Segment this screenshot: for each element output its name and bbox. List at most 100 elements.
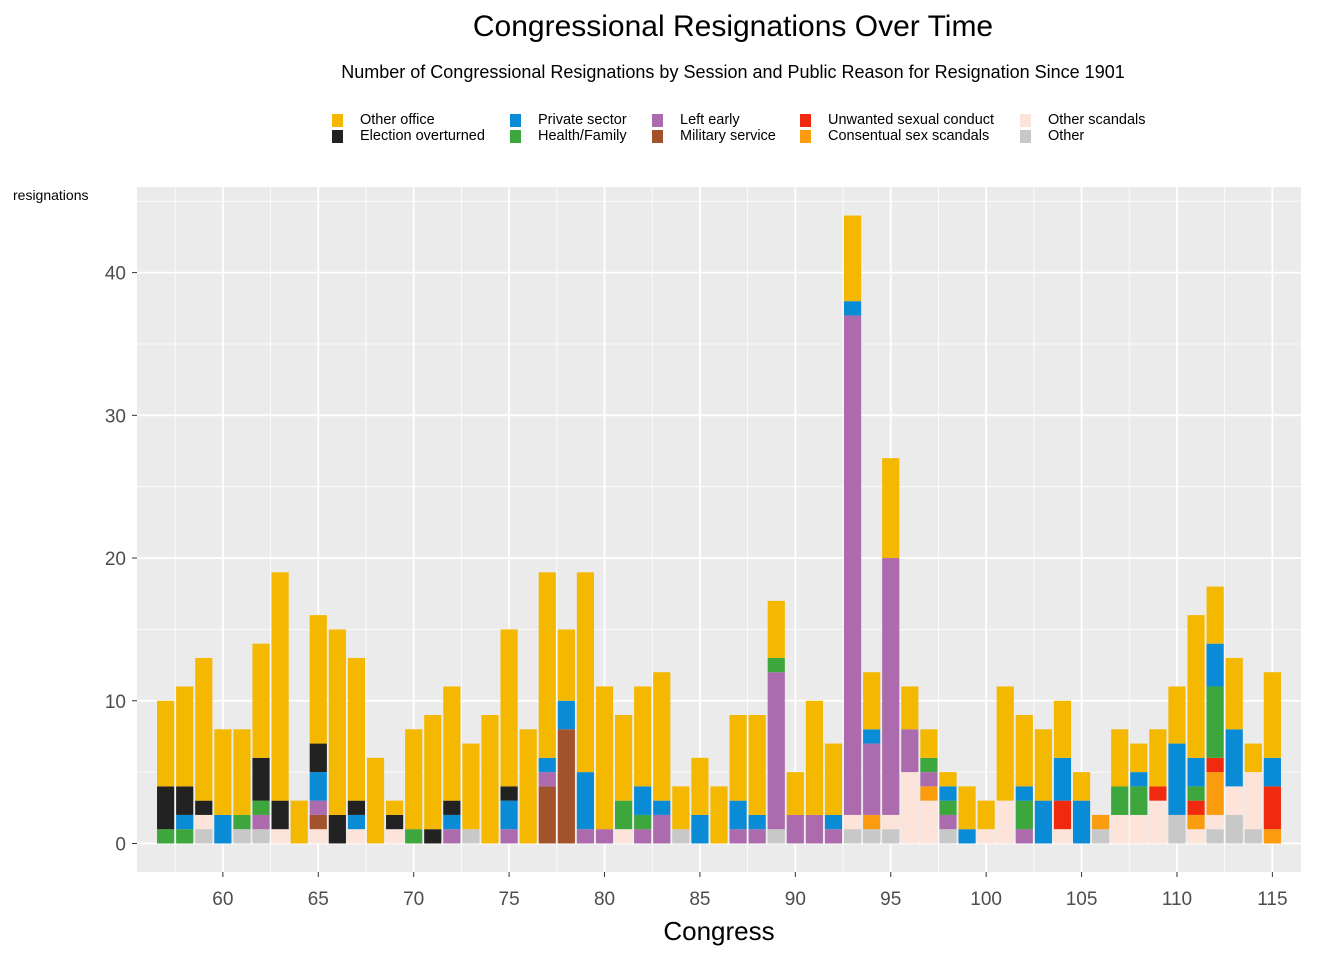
bar-segment	[634, 829, 652, 844]
legend-item: Left early	[652, 112, 740, 128]
bar-segment	[252, 643, 270, 758]
x-tick-label: 85	[689, 889, 710, 910]
bar-segment	[653, 800, 671, 815]
y-axis-label: resignations	[13, 187, 89, 203]
bar-segment	[1111, 814, 1129, 844]
bar-segment	[634, 814, 652, 830]
bar-segment	[882, 829, 900, 844]
bar-segment	[748, 814, 766, 830]
legend-swatch	[652, 129, 663, 143]
chart-subtitle: Number of Congressional Resignations by …	[341, 62, 1125, 82]
bar-segment	[996, 800, 1014, 844]
bar-segment	[1130, 786, 1148, 815]
bar-segment	[195, 800, 213, 815]
bar-segment	[1015, 786, 1033, 801]
bar-segment	[843, 301, 862, 316]
bar-segment	[824, 743, 843, 815]
bar-segment	[538, 572, 556, 758]
x-tick-label: 95	[880, 889, 901, 910]
bar-segment	[767, 657, 785, 673]
bar-segment	[386, 829, 404, 844]
bar-segment	[843, 814, 862, 830]
bar-segment	[1111, 786, 1129, 815]
bar-segment	[519, 729, 537, 844]
x-axis-label: Congress	[663, 916, 774, 946]
bar-segment	[920, 786, 938, 801]
bar-segment	[290, 800, 308, 844]
bar-segment	[710, 786, 728, 844]
bar-segment	[748, 829, 766, 844]
bar-segment	[157, 786, 175, 830]
bar-segment	[729, 800, 747, 830]
legend-swatch	[510, 129, 521, 143]
bar-segment	[443, 800, 461, 815]
x-tick-label: 65	[308, 889, 329, 910]
legend-swatch	[1020, 129, 1031, 143]
bar-segment	[882, 458, 900, 559]
bar-segment	[405, 729, 423, 830]
bar-segment	[1092, 814, 1110, 830]
bar-segment	[176, 686, 194, 787]
bar-segment	[1149, 786, 1167, 801]
bar-segment	[824, 829, 843, 844]
bar-segment	[920, 757, 938, 773]
legend-swatch	[1020, 113, 1031, 127]
y-tick-label: 20	[105, 549, 126, 570]
bar-segment	[615, 715, 633, 801]
bar-segment	[882, 814, 900, 830]
x-tick-label: 115	[1257, 889, 1287, 910]
legend-item: Election overturned	[332, 128, 485, 144]
bar-segment	[462, 743, 480, 830]
legend: Other office Election overturned Private s…	[0, 110, 1344, 150]
bar-segment	[634, 786, 652, 815]
legend-item: Other scandals	[1020, 112, 1146, 128]
bar-segment	[729, 829, 747, 844]
bar-segment	[615, 829, 633, 844]
bar-segment	[634, 686, 652, 787]
bar-segment	[1130, 772, 1148, 787]
bar-segment	[1092, 829, 1110, 844]
bar-segment	[1015, 829, 1033, 844]
bar-segment	[366, 757, 385, 844]
bar-segment	[1187, 757, 1205, 787]
x-tick-label: 100	[970, 889, 1002, 910]
bar-segment	[1053, 757, 1072, 801]
legend-item: Other office	[332, 112, 435, 128]
bar-segment	[1206, 814, 1224, 830]
bar-segment	[901, 729, 919, 773]
bar-segment	[939, 786, 957, 801]
bar-segment	[347, 814, 366, 830]
bar-segment	[214, 814, 232, 844]
bar-segment	[157, 829, 175, 844]
bar-segment	[691, 814, 709, 844]
bar-segment	[214, 729, 232, 815]
legend-item: Other	[1020, 128, 1084, 144]
bar-segment	[309, 800, 327, 815]
bar-segment	[863, 729, 881, 744]
bar-segment	[576, 829, 595, 844]
bar-segment	[347, 800, 366, 815]
legend-label: Military service	[680, 128, 776, 144]
bar-segment	[309, 772, 327, 801]
bar-segment	[805, 700, 823, 815]
bar-segment	[1072, 800, 1091, 844]
bar-segment	[767, 600, 785, 658]
bar-segment	[309, 615, 327, 744]
legend-label: Election overturned	[360, 128, 485, 144]
bar-segment	[271, 572, 289, 801]
bar-segment	[977, 829, 995, 844]
bar-segment	[1015, 800, 1033, 830]
bar-segment	[309, 743, 327, 773]
bar-segment	[1187, 829, 1205, 844]
bar-segment	[176, 829, 194, 844]
bar-segment	[538, 772, 556, 787]
bar-segment	[1053, 829, 1072, 844]
bar-segment	[939, 800, 957, 815]
bar-segment	[1244, 829, 1262, 844]
legend-swatch	[332, 129, 343, 143]
bar-segment	[824, 814, 843, 830]
bar-segment	[958, 829, 976, 844]
bar-segment	[1187, 615, 1205, 758]
bar-segment	[1225, 814, 1243, 844]
